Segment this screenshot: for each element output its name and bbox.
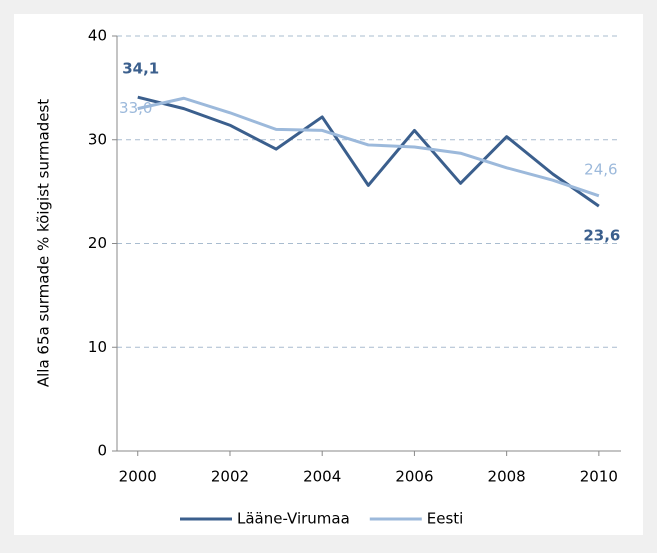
- y-tick-label: 30: [88, 130, 107, 148]
- data-label: 34,1: [122, 60, 159, 78]
- legend-label: Eesti: [427, 510, 464, 528]
- x-tick-label: 2000: [119, 468, 157, 486]
- x-tick-label: 2010: [580, 468, 618, 486]
- x-tick-label: 2004: [303, 468, 341, 486]
- series-line: [137, 95, 600, 208]
- y-axis-title: Alla 65a surmade % kõigist surmadest: [35, 99, 53, 387]
- data-label: 24,6: [584, 160, 617, 178]
- y-tick-label: 0: [97, 442, 107, 460]
- y-tick-label: 40: [88, 27, 107, 45]
- y-tick-label: 20: [88, 234, 107, 252]
- x-tick-label: 2006: [395, 468, 433, 486]
- x-tick-label: 2002: [211, 468, 249, 486]
- series-line: [137, 96, 600, 198]
- chart-area: [14, 14, 643, 535]
- legend-label: Lääne-Virumaa: [237, 510, 350, 528]
- y-tick-label: 10: [88, 338, 107, 356]
- data-label: 33,0: [119, 99, 152, 117]
- x-tick-label: 2008: [488, 468, 526, 486]
- data-label: 23,6: [583, 227, 620, 245]
